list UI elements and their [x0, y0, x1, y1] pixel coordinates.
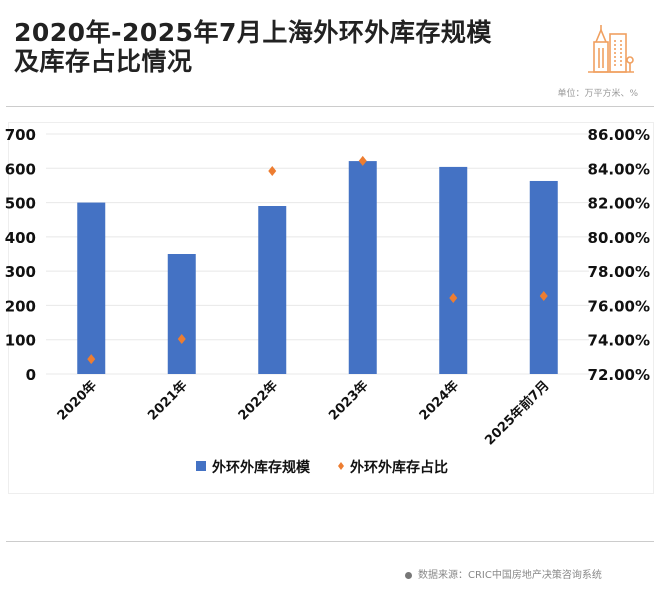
right-axis-tick-label: 76.00% — [588, 297, 650, 315]
title-line-1: 2020年-2025年7月上海外环外库存规模 — [14, 18, 492, 47]
bar — [529, 180, 558, 374]
bar — [348, 161, 377, 374]
right-axis-tick-label: 82.00% — [588, 195, 650, 213]
ratio-marker — [177, 334, 186, 345]
right-axis-tick-label: 72.00% — [588, 366, 650, 384]
left-axis-tick-label: 300 — [5, 263, 36, 281]
bar — [258, 206, 287, 374]
ratio-marker — [87, 354, 96, 365]
left-axis-tick-label: 200 — [5, 297, 36, 315]
chart-frame — [8, 122, 654, 494]
right-axis-tick-label: 86.00% — [588, 126, 650, 144]
chart: 0 100 200 300 400 500 600 700 72.00% 74.00% 76.00%… — [5, 126, 650, 476]
right-axis-tick-label: 84.00% — [588, 160, 650, 178]
left-axis-tick-label: 700 — [5, 126, 36, 144]
legend-marker-swatch — [338, 462, 344, 470]
left-axis-tick-label: 600 — [5, 160, 36, 178]
data-source: 数据来源：CRIC中国房地产决策咨询系统 — [405, 566, 602, 581]
ratio-marker — [358, 155, 367, 166]
legend-marker-label: 外环外库存占比 — [350, 459, 448, 476]
x-axis-tick-label: 2022年 — [235, 378, 281, 424]
bar — [77, 202, 106, 374]
x-axis-tick-label: 2024年 — [416, 378, 462, 424]
header-divider — [6, 106, 654, 107]
unit-label: 单位：万平方米、% — [557, 89, 638, 99]
left-axis-tick-label: 500 — [5, 195, 36, 213]
ratio-marker — [268, 166, 277, 177]
legend-bar-swatch — [196, 461, 206, 471]
left-axis-tick-label: 400 — [5, 229, 36, 247]
x-axis-tick-label: 2025年前7月 — [482, 378, 553, 449]
chart-title: 2020年-2025年7月上海外环外库存规模 及库存占比情况 — [14, 18, 492, 76]
right-axis-tick-label: 78.00% — [588, 263, 650, 281]
right-axis-tick-label: 80.00% — [588, 229, 650, 247]
right-axis-tick-label: 74.00% — [588, 332, 650, 350]
x-axis-tick-label: 2023年 — [325, 378, 371, 424]
source-text: 数据来源：CRIC中国房地产决策咨询系统 — [418, 570, 602, 581]
ratio-marker — [449, 293, 458, 304]
bar — [439, 166, 468, 374]
left-axis-tick-label: 0 — [26, 366, 36, 384]
bullet-icon — [405, 571, 412, 579]
x-axis-tick-label: 2020年 — [54, 378, 100, 424]
title-line-2: 及库存占比情况 — [14, 47, 193, 76]
legend-bar-label: 外环外库存规模 — [212, 459, 311, 476]
building-icon — [588, 25, 634, 73]
ratio-marker — [539, 291, 548, 301]
bar — [167, 254, 196, 374]
x-axis-tick-label: 2021年 — [144, 378, 190, 424]
left-axis-tick-label: 100 — [5, 332, 36, 350]
footer-divider — [6, 541, 654, 542]
